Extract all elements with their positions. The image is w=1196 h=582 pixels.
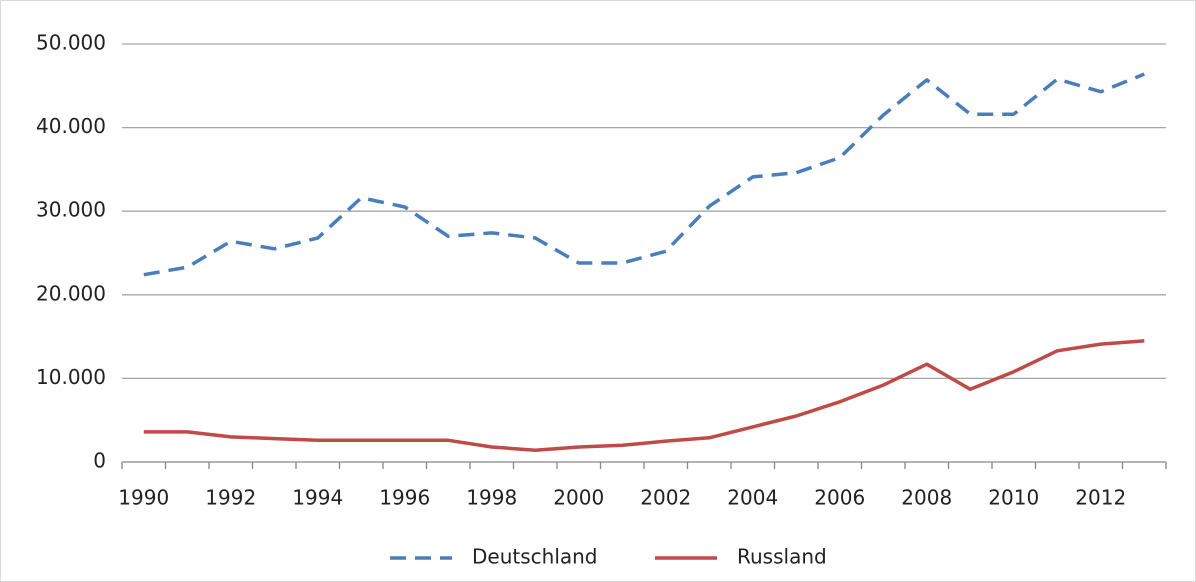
- x-tick-label: 1998: [466, 486, 517, 510]
- series-line: [143, 72, 1145, 277]
- x-tick-label: 1990: [118, 486, 169, 510]
- x-tick-label: 2008: [901, 486, 952, 510]
- x-tick-label: 2010: [988, 486, 1039, 510]
- y-tick-label: 50.000: [36, 31, 106, 55]
- series-line: [143, 339, 1145, 453]
- y-tick-label: 0: [93, 449, 106, 473]
- y-tick-label: 20.000: [36, 281, 106, 305]
- legend-label: Deutschland: [472, 545, 598, 569]
- y-tick-label: 10.000: [36, 365, 106, 389]
- y-tick-label: 40.000: [36, 114, 106, 138]
- x-tick-label: 1992: [205, 486, 256, 510]
- y-tick-label: 30.000: [36, 198, 106, 222]
- x-tick-label: 2000: [553, 486, 604, 510]
- x-tick-label: 2002: [640, 486, 691, 510]
- x-tick-label: 2012: [1075, 486, 1126, 510]
- x-tick-label: 1996: [379, 486, 430, 510]
- x-tick-label: 1994: [292, 486, 343, 510]
- x-tick-label: 2006: [814, 486, 865, 510]
- x-tick-label: 2004: [727, 486, 778, 510]
- legend-label: Russland: [737, 545, 827, 569]
